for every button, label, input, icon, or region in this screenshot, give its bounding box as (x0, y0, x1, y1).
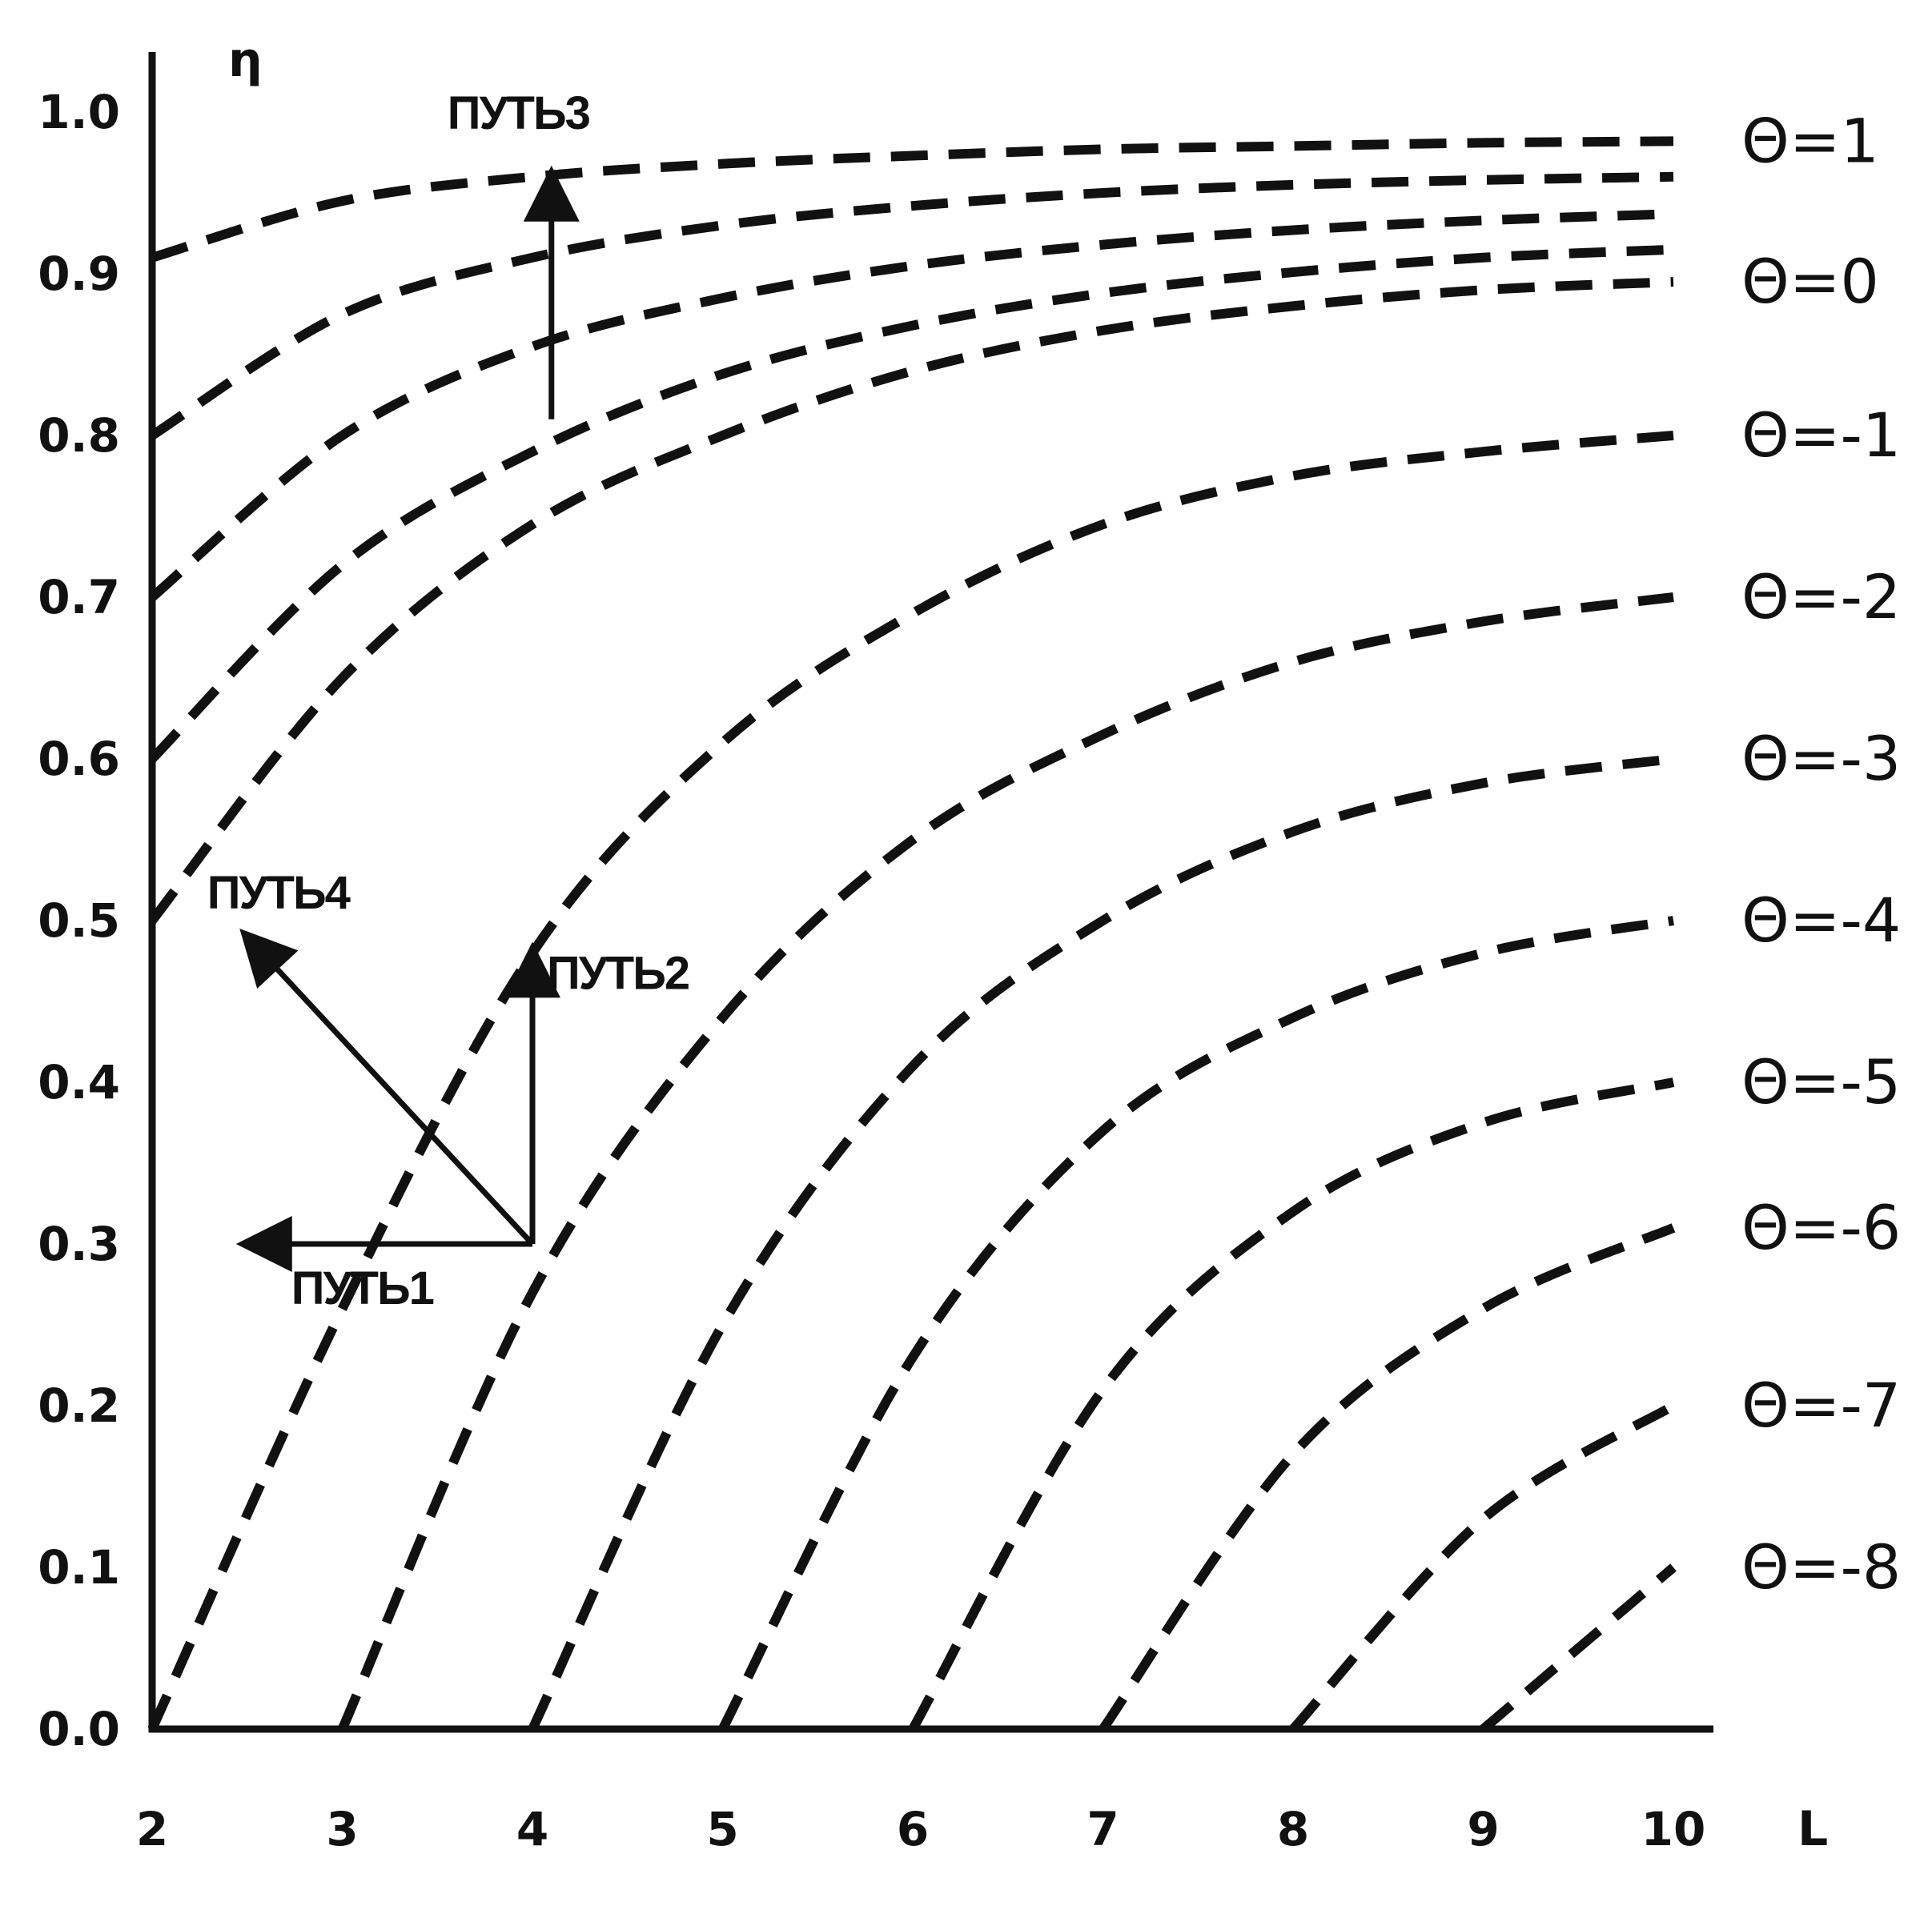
path-label: ПУТЬ2 (547, 947, 689, 999)
y-tick-label: 0.7 (38, 570, 120, 624)
curve-label: Θ=-6 (1741, 1192, 1901, 1263)
curve-label: Θ=-8 (1741, 1531, 1901, 1603)
series-curves (147, 136, 1677, 1733)
path-annotations: ПУТЬ1 ПУТЬ2 ПУТЬ3 ПУТЬ4 (207, 87, 690, 1314)
path-label: ПУТЬ1 (291, 1262, 434, 1314)
curve-labels: Θ=1 Θ=0 Θ=-1 Θ=-2 Θ=-3 Θ=-4 Θ=-5 Θ=-6 Θ=-7 Θ=-8 (1741, 105, 1901, 1603)
curve-label: Θ=1 (1741, 105, 1879, 176)
series-curve (718, 916, 1675, 1731)
x-tick-label: 5 (706, 1802, 738, 1856)
series-curve (151, 136, 1674, 263)
x-tick-label: 9 (1467, 1802, 1499, 1856)
y-tick-label: 0.9 (38, 247, 120, 301)
series-curve (148, 277, 1674, 924)
curve-label: Θ=-3 (1741, 723, 1901, 794)
series-curve (1289, 1401, 1677, 1733)
series-curve (528, 754, 1674, 1731)
series-curve (147, 431, 1674, 1731)
series-curve (1480, 1563, 1677, 1733)
path-label: ПУТЬ3 (448, 87, 590, 139)
y-tick-label: 0.1 (38, 1540, 120, 1595)
x-tick-label: 3 (326, 1802, 358, 1856)
y-tick-label: 0.0 (38, 1702, 120, 1756)
curve-label: Θ=-2 (1741, 561, 1901, 632)
x-tick-label: 7 (1086, 1802, 1119, 1856)
series-curve (908, 1077, 1675, 1731)
y-tick-label: 0.8 (38, 408, 120, 463)
series-curve (148, 244, 1674, 763)
y-tick-label: 0.5 (38, 893, 120, 948)
curve-label: Θ=0 (1741, 246, 1879, 317)
path-arrow (239, 928, 535, 1246)
x-tick-label: 4 (516, 1802, 548, 1856)
y-tick-labels: 0.0 0.1 0.2 0.3 0.4 0.5 0.6 0.7 0.8 0.9 1.0 (38, 85, 120, 1756)
y-axis-label: η (228, 32, 263, 88)
x-tick-label: 2 (136, 1802, 168, 1856)
axes (148, 52, 1713, 1733)
curve-label: Θ=-4 (1741, 885, 1901, 956)
path-label: ПУТЬ4 (207, 867, 351, 919)
y-tick-label: 0.3 (38, 1217, 120, 1271)
curve-label: Θ=-7 (1741, 1370, 1901, 1441)
x-axis-label: L (1797, 1801, 1828, 1857)
x-tick-label: 6 (897, 1802, 929, 1856)
series-curve (1099, 1223, 1676, 1732)
x-tick-labels: 2 3 4 5 6 7 8 9 10 (136, 1802, 1706, 1856)
x-tick-label: 10 (1641, 1802, 1706, 1856)
curve-label: Θ=-1 (1741, 399, 1901, 471)
series-curve (149, 209, 1674, 601)
series-curve (149, 171, 1674, 440)
y-tick-label: 0.6 (38, 732, 120, 786)
y-tick-label: 0.2 (38, 1378, 120, 1433)
y-tick-label: 1.0 (38, 85, 120, 139)
series-curve (337, 592, 1674, 1731)
curve-label: Θ=-5 (1741, 1046, 1901, 1118)
x-tick-label: 8 (1277, 1802, 1309, 1856)
y-tick-label: 0.4 (38, 1055, 120, 1109)
